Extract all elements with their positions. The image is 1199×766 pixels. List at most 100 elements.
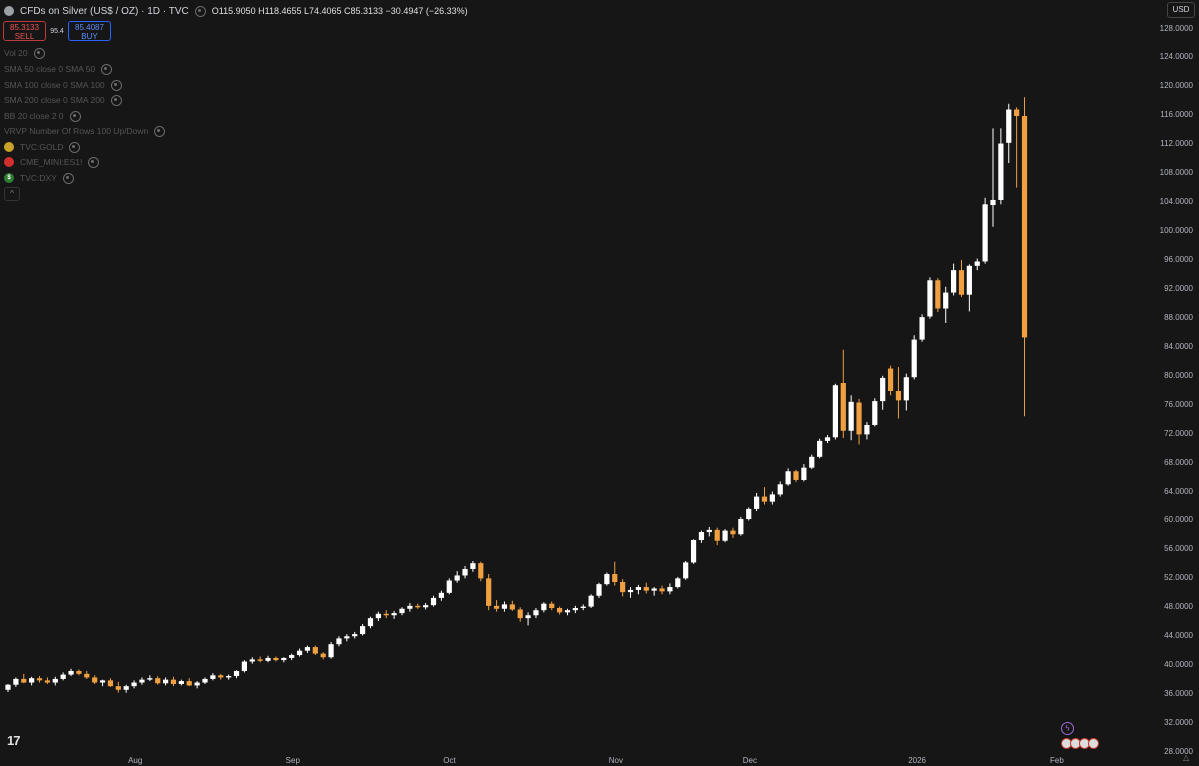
candle-down: [1014, 109, 1020, 117]
symbol-title[interactable]: CFDs on Silver (US$ / OZ) · 1D · TVC: [20, 5, 189, 17]
price-tick-label: 72.0000: [1164, 428, 1193, 438]
price-tick-label: 100.0000: [1159, 226, 1193, 236]
time-tick-label: Nov: [608, 756, 623, 765]
candle-down: [76, 670, 82, 674]
candle-down: [92, 677, 98, 683]
indicator-label: TVC:GOLD: [20, 142, 64, 152]
collapse-legend-button[interactable]: ^: [4, 187, 20, 201]
price-tick-label: 128.0000: [1159, 23, 1193, 33]
candle-up: [683, 562, 689, 579]
time-tick-label: Feb: [1050, 756, 1064, 765]
sp500-icon: [4, 157, 14, 167]
candle-up: [296, 650, 303, 656]
indicator-label: SMA 100 close 0 SMA 100: [4, 80, 105, 90]
indicator-sma100[interactable]: SMA 100 close 0 SMA 100: [4, 78, 122, 92]
candle-up: [60, 674, 66, 679]
candle-up: [139, 679, 145, 683]
candle-up: [982, 204, 988, 262]
tradingview-logo[interactable]: 17: [7, 733, 21, 748]
visibility-icon[interactable]: [33, 47, 45, 59]
candle-up: [817, 440, 823, 457]
warning-icon[interactable]: △: [1183, 753, 1190, 762]
candle-up: [706, 529, 712, 533]
sell-button[interactable]: 85.3133 SELL: [3, 21, 46, 41]
candle-up: [801, 467, 807, 480]
indicator-sma200[interactable]: SMA 200 close 0 SMA 200: [4, 93, 122, 107]
candle-up: [52, 678, 58, 683]
candle-down: [557, 608, 563, 613]
indicator-vrvp[interactable]: VRVP Number Of Rows 100 Up/Down: [4, 124, 166, 138]
indicator-sma50[interactable]: SMA 50 close 0 SMA 50: [4, 62, 113, 76]
candle-up: [265, 657, 271, 661]
candle-up: [754, 496, 760, 509]
candle-up: [367, 618, 374, 627]
currency-button[interactable]: USD: [1167, 2, 1195, 18]
time-tick-label: Dec: [742, 756, 757, 765]
candle-down: [478, 563, 484, 579]
indicator-bb[interactable]: BB 20 close 2 0: [4, 109, 81, 123]
price-tick-label: 32.0000: [1164, 718, 1193, 728]
visibility-icon[interactable]: [154, 125, 166, 137]
visibility-icon[interactable]: [69, 141, 81, 153]
visibility-icon[interactable]: [69, 110, 81, 122]
candle-down: [415, 605, 421, 608]
candle-up: [533, 610, 539, 616]
visibility-icon[interactable]: [62, 172, 74, 184]
candle-up: [304, 647, 311, 651]
price-tick-label: 52.0000: [1164, 573, 1193, 583]
price-tick-label: 40.0000: [1164, 660, 1193, 670]
candle-up: [147, 678, 153, 680]
events-flags[interactable]: [1061, 738, 1099, 749]
price-tick-label: 80.0000: [1164, 370, 1193, 380]
price-tick-label: 104.0000: [1159, 197, 1193, 207]
visibility-icon[interactable]: [88, 156, 100, 168]
price-tick-label: 60.0000: [1164, 515, 1193, 525]
indicator-es[interactable]: CME_MINI:ES1!: [4, 155, 100, 169]
candle-down: [493, 605, 500, 609]
time-tick-label: 2026: [908, 756, 926, 765]
visibility-icon[interactable]: [101, 63, 113, 75]
candle-up: [990, 199, 996, 206]
indicator-label: SMA 50 close 0 SMA 50: [4, 64, 96, 74]
indicator-vol[interactable]: Vol 20: [4, 46, 45, 60]
us-flag-icon: [1088, 738, 1099, 749]
candle-down: [887, 368, 894, 391]
candle-down: [620, 581, 626, 593]
indicator-gold[interactable]: TVC:GOLD: [4, 140, 81, 154]
candle-up: [281, 657, 287, 661]
candles: [5, 97, 1028, 693]
candle-down: [186, 681, 192, 686]
buy-price: 85.4087: [75, 23, 104, 32]
time-tick-label: Sep: [285, 756, 300, 765]
candle-up: [832, 385, 838, 438]
candle-up: [123, 686, 129, 690]
indicator-dxy[interactable]: $ TVC:DXY: [4, 171, 74, 185]
visibility-icon[interactable]: [194, 5, 206, 17]
candle-up: [604, 574, 610, 585]
indicator-label: VRVP Number Of Rows 100 Up/Down: [4, 126, 149, 136]
candle-down: [895, 390, 902, 401]
candle-up: [454, 575, 460, 581]
price-tick-label: 64.0000: [1164, 486, 1193, 496]
visibility-icon[interactable]: [110, 94, 122, 106]
candle-up: [446, 580, 452, 593]
visibility-icon[interactable]: [110, 79, 122, 91]
price-tick-label: 56.0000: [1164, 544, 1193, 554]
time-tick-label: Aug: [128, 756, 143, 765]
candle-down: [21, 678, 27, 683]
candle-down: [257, 659, 263, 661]
lightning-icon[interactable]: ϟ: [1061, 722, 1074, 735]
candle-up: [99, 680, 106, 683]
candle-up: [328, 644, 334, 658]
candle-up: [627, 589, 634, 593]
candle-up: [635, 587, 641, 590]
candle-down: [115, 686, 121, 690]
candle-up: [241, 661, 247, 671]
candle-up: [698, 532, 705, 541]
indicator-label: TVC:DXY: [20, 173, 57, 183]
buy-button[interactable]: 85.4087 BUY: [68, 21, 111, 41]
candle-up: [864, 424, 870, 435]
candle-up: [943, 292, 949, 309]
candle-up: [438, 592, 444, 598]
